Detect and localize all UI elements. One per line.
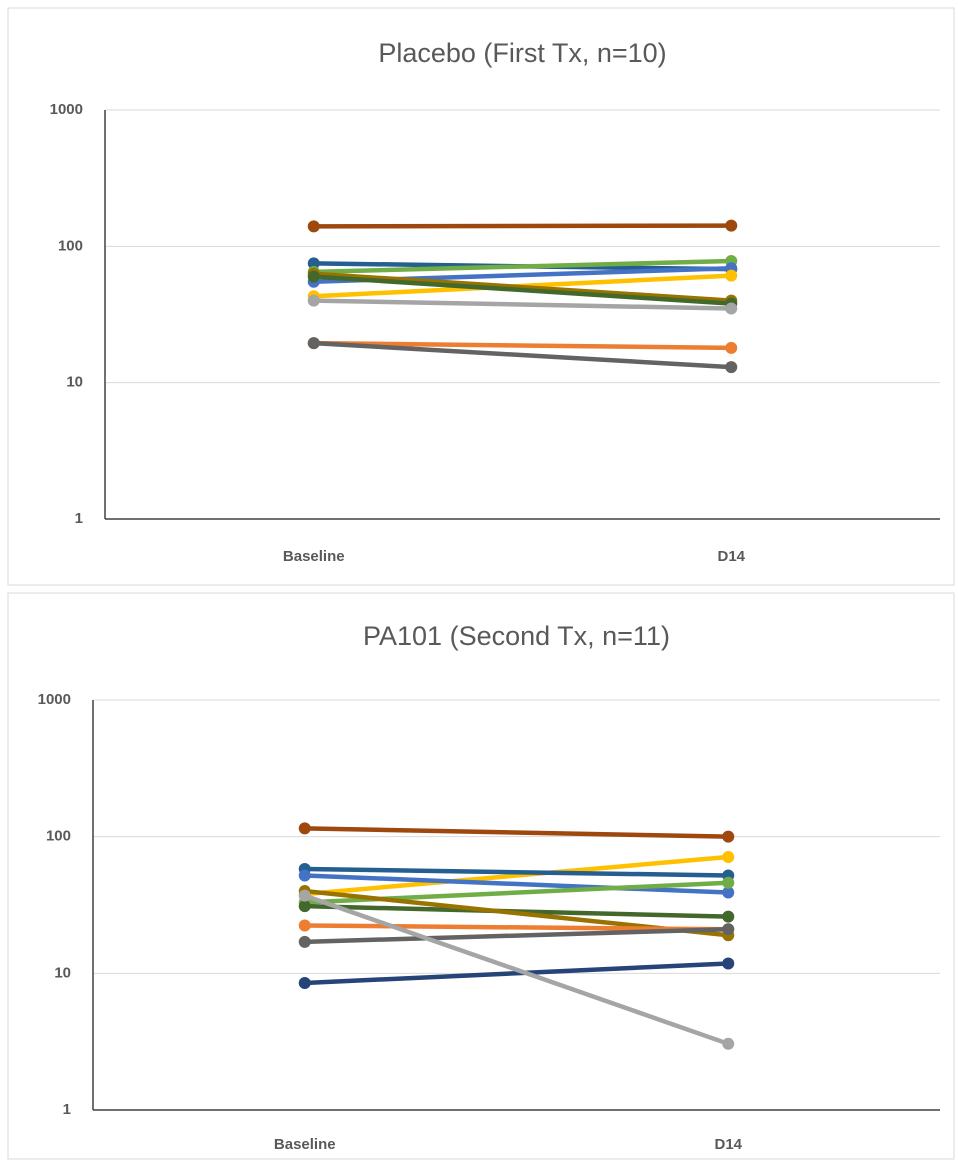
series-line bbox=[313, 340, 732, 351]
data-point bbox=[298, 869, 311, 882]
series-line bbox=[313, 271, 732, 303]
data-point bbox=[725, 361, 738, 374]
y-tick-label: 1000 bbox=[38, 691, 71, 708]
data-point bbox=[722, 830, 735, 843]
series-line bbox=[304, 893, 729, 1046]
series-line bbox=[304, 866, 729, 878]
data-point bbox=[307, 337, 320, 350]
data-point bbox=[307, 270, 320, 283]
y-tick-label: 10 bbox=[54, 964, 71, 981]
series-line bbox=[313, 340, 732, 370]
series-line bbox=[313, 274, 732, 306]
data-point bbox=[722, 886, 735, 899]
data-point bbox=[725, 302, 738, 315]
data-point bbox=[722, 923, 735, 936]
series-line bbox=[313, 258, 732, 275]
y-tick-label: 10 bbox=[66, 374, 83, 391]
data-point bbox=[298, 919, 311, 932]
series-line bbox=[304, 873, 729, 895]
data-point bbox=[722, 910, 735, 923]
series-line bbox=[304, 923, 729, 932]
series-line bbox=[304, 826, 729, 839]
data-point bbox=[298, 935, 311, 948]
x-tick-label: D14 bbox=[717, 548, 745, 565]
data-point bbox=[298, 976, 311, 989]
data-point bbox=[298, 822, 311, 835]
data-point bbox=[307, 294, 320, 307]
data-point bbox=[307, 257, 320, 270]
series-line bbox=[313, 223, 732, 229]
chart-title: PA101 (Second Tx, n=11) bbox=[363, 621, 670, 651]
data-point bbox=[298, 900, 311, 913]
data-point bbox=[722, 876, 735, 889]
data-point bbox=[725, 219, 738, 232]
data-point bbox=[722, 957, 735, 970]
series-line bbox=[304, 927, 729, 945]
chart-title: Placebo (First Tx, n=10) bbox=[378, 38, 666, 68]
series-line bbox=[313, 298, 732, 311]
data-point bbox=[298, 889, 311, 902]
y-tick-label: 1 bbox=[63, 1101, 71, 1118]
series-line bbox=[304, 854, 729, 897]
data-point bbox=[725, 341, 738, 354]
x-tick-label: Baseline bbox=[274, 1136, 336, 1153]
panel bbox=[7, 7, 955, 586]
data-point bbox=[307, 220, 320, 233]
y-tick-label: 1 bbox=[75, 510, 83, 527]
panel bbox=[7, 592, 955, 1160]
x-tick-label: D14 bbox=[714, 1136, 742, 1153]
x-tick-label: Baseline bbox=[283, 548, 345, 565]
series-line bbox=[304, 961, 729, 986]
data-point bbox=[722, 1037, 735, 1050]
y-tick-label: 1000 bbox=[50, 101, 83, 118]
y-tick-label: 100 bbox=[58, 237, 83, 254]
data-point bbox=[725, 269, 738, 282]
y-tick-label: 100 bbox=[46, 828, 71, 845]
data-point bbox=[722, 850, 735, 863]
